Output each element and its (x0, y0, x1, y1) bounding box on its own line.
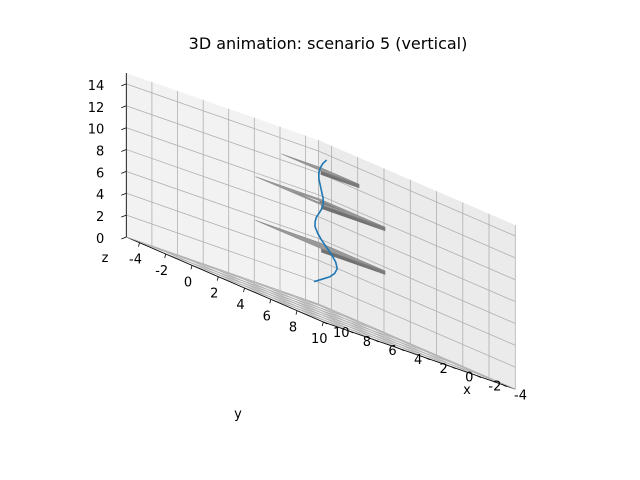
y-tick-mark (321, 321, 324, 327)
y-tick-mark (216, 276, 219, 281)
pane-edge (126, 236, 319, 305)
x-tick-mark (425, 357, 430, 361)
y-tick-label: -4 (129, 253, 142, 268)
y-tick-label: 4 (236, 298, 244, 313)
x-axis-label: x (463, 383, 471, 398)
plate-side-2 (321, 204, 386, 232)
gridline-z-wall-x (126, 171, 319, 239)
y-tick-label: 10 (311, 332, 328, 347)
gridline-z-wall-x (126, 214, 319, 283)
y-tick-mark (190, 265, 193, 270)
z-tick-label: 0 (96, 232, 104, 247)
x-axis-line (323, 321, 516, 390)
x-tick-mark (348, 330, 354, 334)
pane-back-x (126, 73, 319, 304)
z-axis-label: z (102, 251, 109, 266)
z-tick-mark (121, 171, 127, 174)
z-tick-mark (121, 214, 127, 218)
gridline-y-floor (165, 253, 358, 322)
x-tick-mark (323, 321, 328, 325)
z-tick-label: 4 (96, 188, 104, 203)
gridline-y-floor (191, 264, 385, 333)
gridline-y-floor (244, 287, 437, 356)
y-axis-line (126, 236, 324, 323)
gridline-y-floor (296, 310, 490, 379)
gridline-z-wall-y (318, 172, 516, 259)
x-tick-label: 8 (363, 335, 371, 350)
z-tick-label: 6 (96, 166, 104, 181)
chart-title: 3D animation: scenario 5 (vertical) (189, 34, 468, 53)
y-tick-label: 6 (263, 309, 271, 324)
gridline-x-floor (228, 272, 426, 359)
plate-side-1 (321, 248, 386, 275)
x-tick-mark (502, 384, 507, 387)
y-tick-label: -2 (155, 264, 168, 279)
gridline-z-wall-y (318, 216, 516, 302)
series-group (313, 159, 339, 283)
x-tick-label: 0 (465, 371, 473, 386)
gridline-z-wall-x (126, 127, 319, 196)
y-tick-mark (269, 299, 272, 304)
gridline-z-wall-y (318, 281, 516, 368)
y-tick-label: 2 (210, 287, 218, 302)
z-tick-mark (121, 236, 127, 240)
y-axis-label: y (234, 407, 242, 422)
gridline-x-floor (151, 245, 350, 332)
grid-lines (125, 73, 516, 390)
y-tick-mark (243, 287, 245, 293)
plate-1 (255, 220, 386, 272)
x-tick-mark (451, 366, 456, 370)
z-tick-label: 8 (96, 145, 104, 160)
gridline-z-wall-y (318, 194, 516, 281)
x-tick-label: 2 (440, 362, 448, 377)
gridline-x-floor (305, 299, 503, 385)
x-tick-label: -2 (488, 380, 501, 395)
series-line-1 (313, 159, 339, 283)
z-tick-mark (121, 127, 127, 131)
gridline-z-wall-y (318, 259, 516, 346)
z-tick-mark (121, 83, 127, 87)
x-tick-mark (476, 375, 482, 378)
z-tick-mark (121, 192, 127, 196)
gridline-z-wall-x (126, 83, 319, 152)
pane-back-y (318, 140, 516, 390)
gridline-y-floor (139, 242, 332, 311)
y-tick-label: 0 (184, 275, 192, 290)
x-tick-label: -4 (514, 389, 527, 404)
gridline-x-floor (177, 254, 375, 341)
x-tick-mark (399, 348, 405, 352)
y-tick-mark (164, 253, 167, 259)
pane-edge (318, 303, 516, 390)
gridline-z-wall-x (126, 192, 319, 261)
tick-labels: -4 -2 0 2 4 6 8 10 -4 -2 0 2 4 6 8 10 0 2 4 6 8 10 12 14 (88, 79, 527, 404)
y-tick-label: 8 (289, 321, 297, 336)
z-tick-label: 10 (88, 123, 105, 138)
gridline-x-floor (203, 263, 401, 350)
z-tick-mark (121, 149, 127, 152)
gridline-z-wall-x (126, 105, 319, 174)
gridline-z-wall-y (318, 238, 516, 324)
y-tick-mark (138, 242, 140, 247)
x-tick-label: 6 (388, 344, 396, 359)
plate-2 (255, 176, 386, 228)
z-tick-label: 12 (88, 101, 105, 116)
z-tick-label: 2 (96, 210, 104, 225)
gridline-y-floor (270, 298, 463, 367)
gridline-y-floor (218, 276, 411, 345)
x-tick-label: 4 (414, 353, 422, 368)
z-tick-mark (121, 105, 127, 109)
x-tick-mark (374, 339, 379, 343)
gridline-x-floor (254, 281, 452, 368)
gridline-z-wall-x (126, 149, 319, 217)
gridline-x-floor (279, 290, 478, 376)
y-tick-mark (295, 310, 298, 315)
z-tick-label: 14 (88, 79, 105, 94)
x-tick-label: 10 (333, 326, 350, 341)
gridline-z-wall-y (318, 150, 516, 237)
